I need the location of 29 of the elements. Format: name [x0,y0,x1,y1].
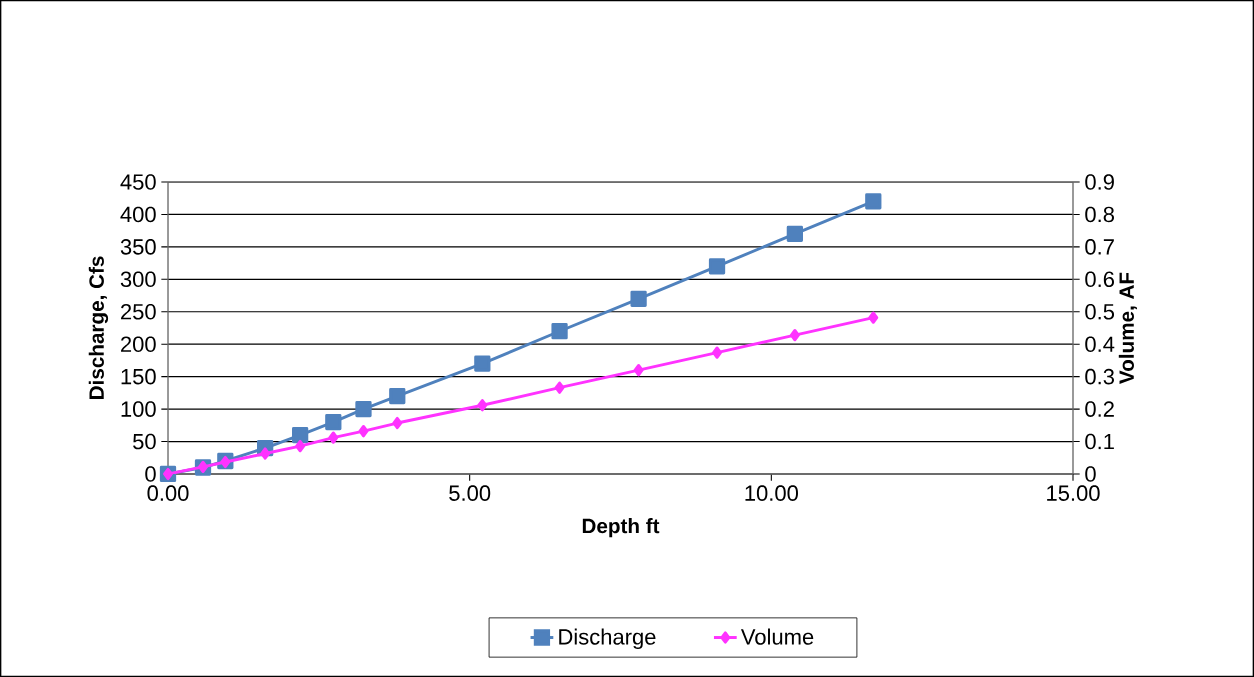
x-tick-label: 15.00 [1047,485,1100,501]
y2-axis-title: Volume, AF [1118,272,1137,384]
y2-tick-label: 0.6 [1085,271,1114,288]
x-tick-label: 5.00 [449,485,491,501]
y-tick-label: 100 [121,401,156,417]
y2-tick-label: 0.1 [1085,433,1114,450]
y2-tick-label: 0.2 [1085,401,1114,417]
y-tick-label: 50 [133,433,156,450]
y2-tick-label: 0.8 [1085,206,1114,223]
y-axis-title: Discharge, Cfs [88,256,109,399]
y-tick-label: 300 [120,271,156,288]
x-tick-label: 0.00 [147,485,189,501]
legend-label: Discharge [559,628,656,650]
y-tick-label: 150 [121,368,156,385]
y2-tick-label: 0.5 [1085,303,1115,320]
y-tick-label: 350 [120,239,156,255]
y-tick-label: 200 [121,336,156,352]
y2-tick-label: 0.9 [1085,174,1114,190]
y2-tick-label: 0.3 [1085,368,1114,385]
y-tick-label: 400 [120,206,156,223]
y-tick-label: 450 [120,174,156,190]
y2-tick-label: 0 [1085,466,1096,482]
y-tick-label: 0 [145,466,156,482]
x-tick-label: 10.00 [745,485,798,501]
y2-tick-label: 0.7 [1085,239,1114,255]
x-axis-title: Depth ft [582,518,660,538]
legend-label: Volume [740,628,814,645]
y2-tick-label: 0.4 [1085,336,1115,352]
y-tick-label: 250 [121,303,156,320]
